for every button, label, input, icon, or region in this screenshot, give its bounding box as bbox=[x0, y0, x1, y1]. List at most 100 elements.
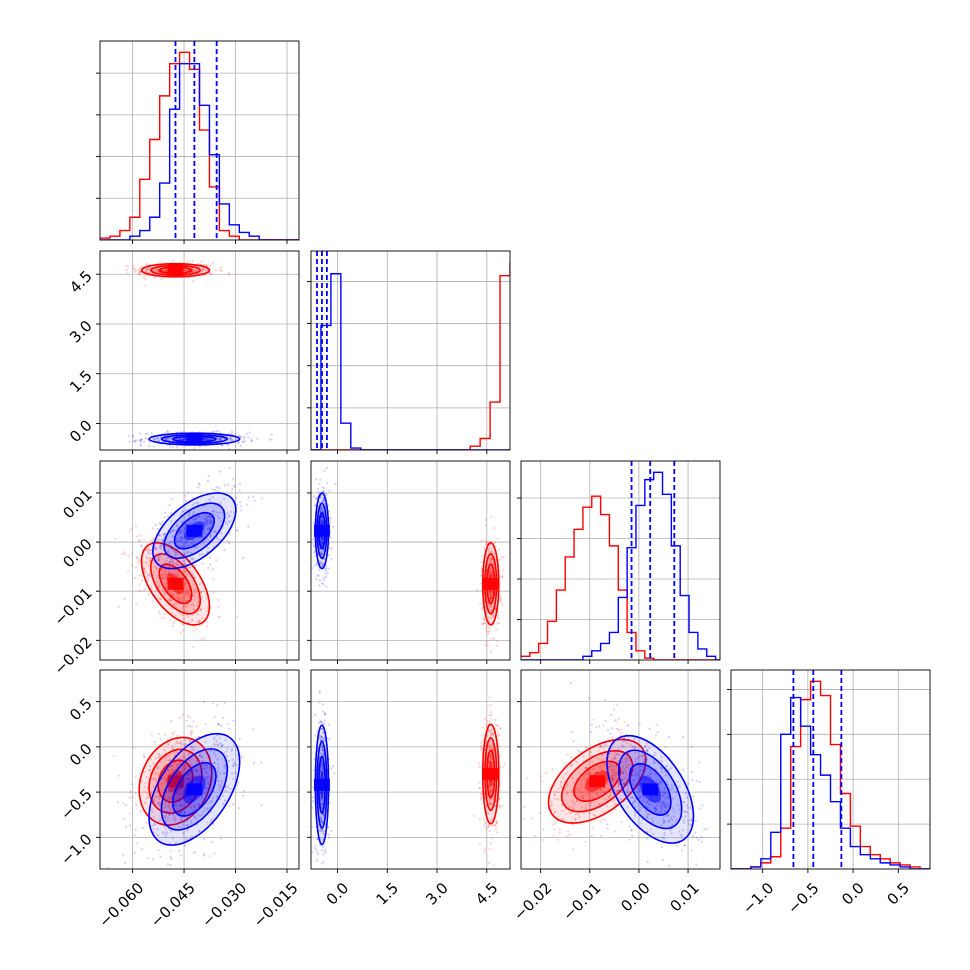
scatter-point bbox=[312, 800, 315, 803]
scatter-point bbox=[208, 527, 211, 531]
scatter-point bbox=[124, 861, 127, 865]
scatter-point bbox=[202, 700, 205, 704]
scatter-point bbox=[201, 811, 204, 814]
scatter-point bbox=[317, 826, 321, 829]
scatter-point bbox=[160, 545, 163, 548]
scatter-point bbox=[124, 825, 128, 828]
scatter-point bbox=[168, 759, 171, 762]
scatter-point bbox=[479, 797, 482, 801]
scatter-point bbox=[201, 616, 204, 619]
scatter-point bbox=[321, 736, 324, 739]
scatter-point bbox=[164, 545, 168, 549]
scatter-point bbox=[209, 516, 212, 519]
scatter-point bbox=[583, 811, 586, 815]
scatter-point bbox=[181, 783, 184, 786]
scatter-point bbox=[228, 515, 231, 518]
scatter-point bbox=[178, 825, 181, 828]
scatter-point bbox=[164, 835, 167, 838]
scatter-point bbox=[174, 553, 177, 557]
scatter-point bbox=[142, 771, 145, 774]
scatter-point bbox=[487, 551, 490, 554]
scatter-point bbox=[620, 728, 623, 731]
scatter-point bbox=[185, 778, 188, 781]
scatter-point bbox=[193, 589, 196, 592]
scatter-point bbox=[178, 758, 181, 761]
scatter-point bbox=[578, 816, 581, 819]
scatter-point bbox=[491, 816, 494, 820]
scatter-point bbox=[486, 553, 489, 556]
scatter-point bbox=[149, 765, 152, 768]
scatter-point bbox=[201, 756, 204, 759]
scatter-point bbox=[638, 755, 641, 758]
scatter-point bbox=[173, 603, 176, 607]
scatter-point bbox=[566, 784, 569, 787]
scatter-point bbox=[181, 623, 185, 626]
scatter-point bbox=[324, 572, 327, 575]
scatter-point bbox=[219, 268, 222, 271]
scatter-point bbox=[177, 602, 180, 605]
scatter-point bbox=[203, 521, 206, 524]
scatter-point bbox=[206, 519, 209, 522]
scatter-point bbox=[611, 736, 614, 739]
scatter-point bbox=[526, 777, 529, 780]
scatter-point bbox=[584, 807, 588, 810]
scatter-point bbox=[203, 853, 206, 856]
scatter-point bbox=[220, 782, 223, 786]
scatter-point bbox=[585, 778, 589, 781]
scatter-point bbox=[199, 608, 202, 611]
scatter-point bbox=[193, 804, 196, 808]
scatter-point bbox=[563, 780, 566, 783]
scatter-point bbox=[190, 542, 193, 545]
scatter-point bbox=[626, 764, 629, 767]
scatter-point bbox=[133, 440, 136, 443]
scatter-point bbox=[487, 824, 490, 827]
scatter-point bbox=[698, 807, 701, 810]
scatter-point bbox=[205, 264, 208, 267]
scatter-point bbox=[489, 711, 493, 714]
scatter-point bbox=[134, 525, 138, 528]
scatter-point bbox=[216, 536, 219, 539]
scatter-point bbox=[198, 803, 201, 806]
scatter-point bbox=[186, 551, 189, 554]
scatter-point bbox=[489, 570, 492, 573]
scatter-point bbox=[184, 553, 187, 556]
scatter-point bbox=[191, 619, 194, 622]
scatter-point bbox=[204, 807, 207, 810]
scatter-point bbox=[485, 543, 488, 546]
scatter-point bbox=[233, 763, 236, 766]
scatter-point bbox=[199, 609, 202, 612]
scatter-point bbox=[174, 776, 177, 779]
scatter-point bbox=[490, 802, 493, 805]
scatter-point bbox=[489, 616, 492, 619]
scatter-point bbox=[185, 742, 188, 745]
scatter-point bbox=[143, 588, 146, 592]
scatter-point bbox=[582, 755, 585, 758]
scatter-point bbox=[491, 836, 494, 840]
scatter-point bbox=[140, 441, 143, 444]
scatter-point bbox=[173, 572, 176, 575]
scatter-point bbox=[499, 727, 502, 731]
scatter-point bbox=[206, 779, 209, 782]
scatter-point bbox=[497, 621, 500, 625]
scatter-point bbox=[123, 553, 126, 556]
scatter-point bbox=[316, 837, 319, 841]
scatter-point bbox=[148, 560, 151, 563]
scatter-point bbox=[193, 598, 196, 601]
scatter-point bbox=[215, 739, 218, 742]
scatter-point bbox=[478, 842, 481, 845]
scatter-point bbox=[174, 743, 177, 746]
scatter-point bbox=[620, 821, 623, 824]
scatter-point bbox=[606, 823, 609, 826]
scatter-point bbox=[324, 712, 327, 715]
scatter-point bbox=[130, 552, 133, 555]
scatter-point bbox=[168, 598, 171, 601]
scatter-point bbox=[320, 515, 323, 518]
scatter-point bbox=[489, 561, 492, 564]
scatter-point bbox=[158, 538, 161, 542]
scatter-point bbox=[490, 569, 493, 572]
scatter-point bbox=[204, 268, 207, 272]
scatter-point bbox=[189, 734, 193, 737]
scatter-point bbox=[175, 548, 178, 551]
scatter-point bbox=[197, 514, 200, 518]
scatter-point bbox=[602, 811, 605, 814]
